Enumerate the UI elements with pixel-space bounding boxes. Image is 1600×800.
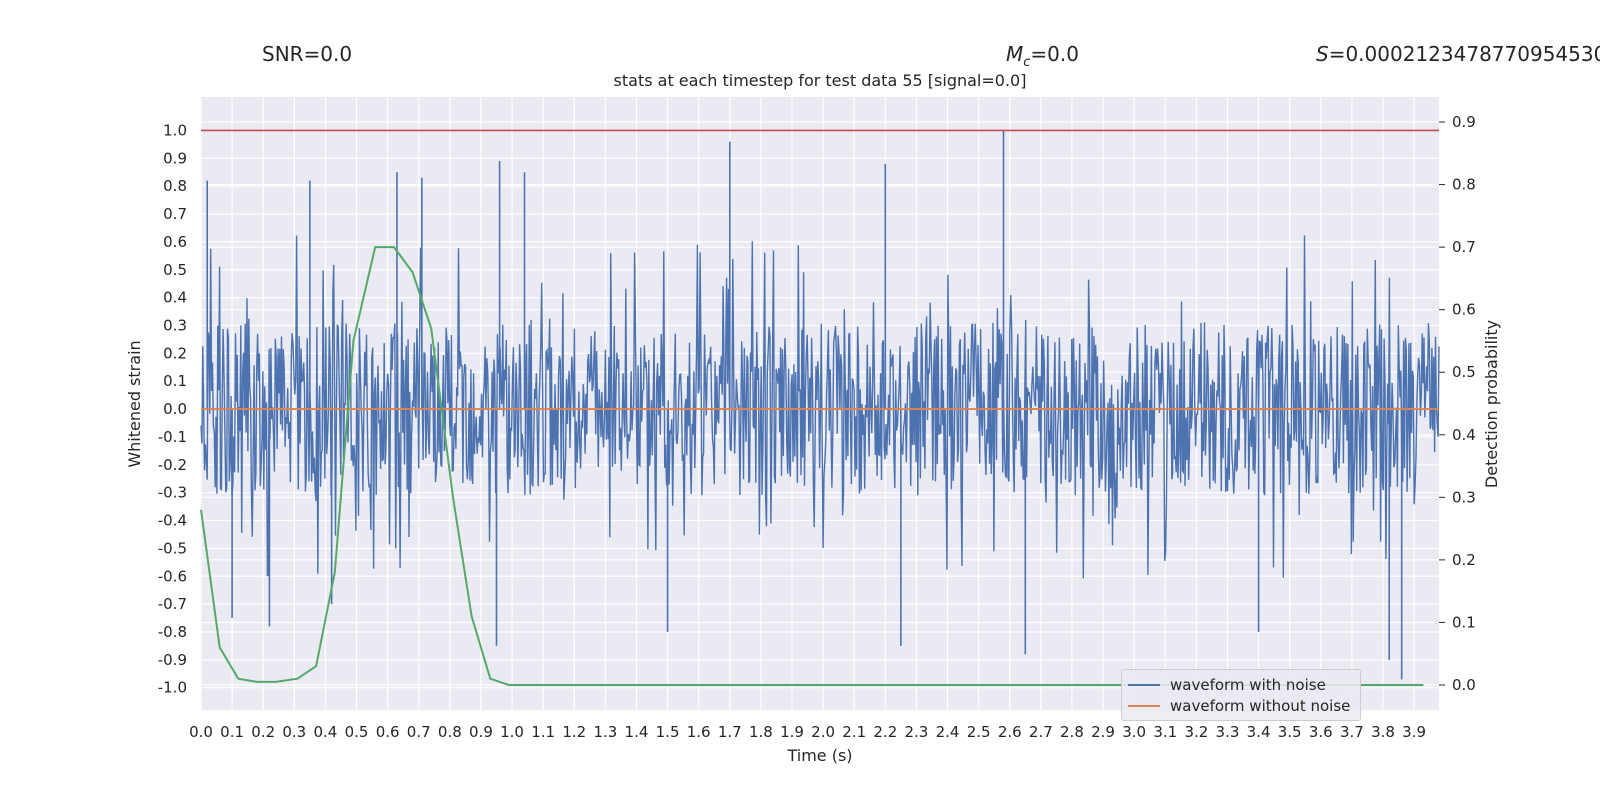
x-tick-label: 0.5 — [345, 723, 369, 741]
legend-item-clean: waveform without noise — [1128, 697, 1350, 715]
y2-tick-label: 0.7 — [1452, 238, 1476, 256]
legend-label-noise: waveform with noise — [1170, 676, 1326, 694]
x-tick-label: 1.9 — [780, 723, 804, 741]
y2-axis-label: Detection probability — [1482, 320, 1501, 488]
y2-tick-label: 0.0 — [1452, 676, 1476, 694]
x-tick-label: 3.5 — [1278, 723, 1302, 741]
x-tick-label: 3.0 — [1122, 723, 1146, 741]
x-tick-label: 0.6 — [376, 723, 400, 741]
y-tick-label: 1.0 — [163, 121, 187, 139]
x-tick-label: 2.0 — [811, 723, 835, 741]
y-tick-label: 0.4 — [163, 289, 187, 307]
x-tick-label: 0.3 — [282, 723, 306, 741]
y-tick-label: 0.5 — [163, 261, 187, 279]
y-tick-label: 0.1 — [163, 372, 187, 390]
x-tick-label: 2.8 — [1060, 723, 1084, 741]
x-tick-label: 3.4 — [1247, 723, 1271, 741]
x-tick-label: 1.5 — [656, 723, 680, 741]
x-tick-label: 1.8 — [749, 723, 773, 741]
y-tick-label: 0.6 — [163, 233, 187, 251]
y2-tick-label: 0.3 — [1452, 488, 1476, 506]
y-tick-label: -0.3 — [158, 484, 187, 502]
y-tick-label: -0.4 — [158, 512, 187, 530]
x-tick-label: 3.6 — [1309, 723, 1333, 741]
legend-swatch-clean — [1128, 705, 1160, 707]
y2-tick-label: 0.9 — [1452, 113, 1476, 131]
mc-value: =0.0 — [1030, 42, 1079, 66]
legend-label-clean: waveform without noise — [1170, 697, 1351, 715]
x-tick-label: 3.9 — [1402, 723, 1426, 741]
y-axis-label: Whitened strain — [125, 340, 144, 467]
detection-probability-line — [200, 246, 1424, 686]
x-tick-label: 3.2 — [1184, 723, 1208, 741]
x-tick-label: 1.3 — [593, 723, 617, 741]
x-tick-label: 0.4 — [313, 723, 337, 741]
y-tick-label: -0.2 — [158, 456, 187, 474]
x-tick-label: 1.1 — [531, 723, 555, 741]
x-tick-label: 2.5 — [967, 723, 991, 741]
chart-legend: waveform with noise waveform without noi… — [1121, 669, 1361, 721]
x-tick-label: 3.3 — [1216, 723, 1240, 741]
y-tick-label: -0.8 — [158, 623, 187, 641]
mc-symbol: M — [1006, 42, 1024, 66]
y-tick-label: -0.5 — [158, 539, 187, 557]
y-tick-label: -1.0 — [158, 679, 187, 697]
mc-subscript: c — [1023, 55, 1031, 70]
s-value: =0.00021234787709545305 — [1328, 42, 1600, 66]
x-tick-label: 2.1 — [842, 723, 866, 741]
y-tick-label: -0.6 — [158, 567, 187, 585]
x-tick-label: 3.7 — [1340, 723, 1364, 741]
x-tick-label: 0.1 — [220, 723, 244, 741]
s-symbol: S — [1316, 42, 1329, 66]
x-tick-label: 0.0 — [189, 723, 213, 741]
x-tick-label: 1.0 — [500, 723, 524, 741]
chirp-mass-label: Mc=0.0 — [1006, 42, 1079, 70]
x-tick-label: 2.2 — [873, 723, 897, 741]
y-tick-label: -0.9 — [158, 651, 187, 669]
x-tick-label: 1.7 — [718, 723, 742, 741]
y-tick-label: 0.0 — [163, 400, 187, 418]
y2-tick-label: 0.2 — [1452, 551, 1476, 569]
y-tick-label: 0.8 — [163, 177, 187, 195]
x-tick-label: 0.7 — [407, 723, 431, 741]
noise-waveform-line — [200, 235, 1440, 579]
x-tick-label: 2.9 — [1091, 723, 1115, 741]
x-tick-label: 3.8 — [1371, 723, 1395, 741]
legend-item-noise: waveform with noise — [1128, 676, 1326, 694]
y2-tick-label: 0.8 — [1452, 176, 1476, 194]
y-tick-label: 0.2 — [163, 344, 187, 362]
y-tick-label: 0.9 — [163, 149, 187, 167]
y2-tick-label: 0.4 — [1452, 426, 1476, 444]
x-tick-label: 2.6 — [998, 723, 1022, 741]
x-tick-label: 2.3 — [904, 723, 928, 741]
y-tick-label: 0.3 — [163, 316, 187, 334]
x-tick-label: 2.7 — [1029, 723, 1053, 741]
y-tick-label: -0.7 — [158, 595, 187, 613]
legend-swatch-noise — [1128, 684, 1160, 686]
y2-tick-label: 0.6 — [1452, 301, 1476, 319]
x-axis-label: Time (s) — [786, 746, 852, 765]
y-tick-label: 0.7 — [163, 205, 187, 223]
y2-tick-label: 0.1 — [1452, 613, 1476, 631]
x-tick-label: 0.8 — [438, 723, 462, 741]
x-tick-label: 1.2 — [562, 723, 586, 741]
chart-title: stats at each timestep for test data 55 … — [614, 71, 1027, 90]
s-label: S=0.00021234787709545305 — [1316, 42, 1600, 66]
y2-tick-label: 0.5 — [1452, 363, 1476, 381]
x-tick-label: 2.4 — [936, 723, 960, 741]
x-tick-label: 0.2 — [251, 723, 275, 741]
x-tick-label: 1.4 — [625, 723, 649, 741]
x-tick-label: 1.6 — [687, 723, 711, 741]
x-tick-label: 3.1 — [1153, 723, 1177, 741]
x-tick-label: 0.9 — [469, 723, 493, 741]
snr-label: SNR=0.0 — [262, 42, 353, 66]
y-tick-label: -0.1 — [158, 428, 187, 446]
